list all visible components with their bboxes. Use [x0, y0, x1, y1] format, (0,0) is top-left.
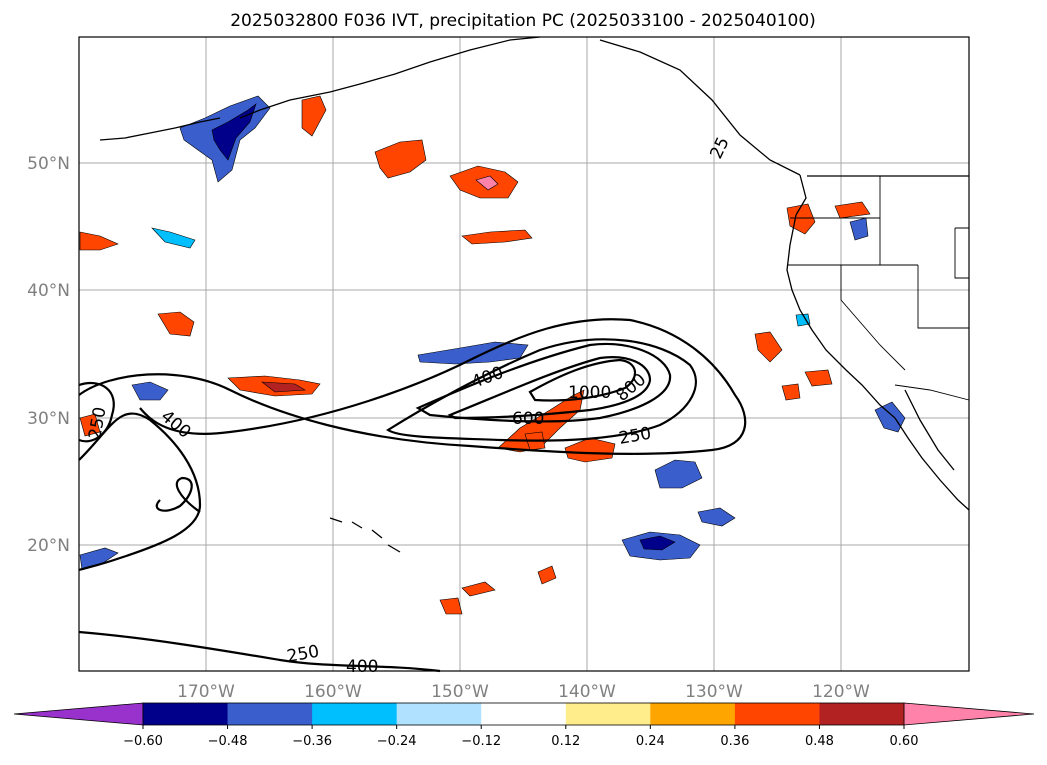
pos-area-west-2	[157, 311, 195, 337]
colorbar-segment	[650, 703, 736, 725]
pos-core-west-30n	[261, 381, 306, 393]
graticule	[79, 37, 969, 671]
colorbar-segment	[565, 703, 651, 725]
coast-hawaii	[329, 517, 401, 553]
lon-label-140w: 140°W	[558, 682, 616, 702]
colorbar: −0.60 −0.48 −0.36 −0.24 −0.12 0.12 0.24 0.36 0.4…	[13, 702, 1035, 749]
pos-area-north-3	[461, 229, 533, 245]
colorbar-tick-label: −0.48	[208, 734, 248, 749]
lon-label-130w: 130°W	[685, 682, 743, 702]
coast-bc	[795, 174, 807, 216]
colorbar-extend-min	[13, 702, 144, 726]
colorbar-extend-max	[903, 702, 1035, 726]
colorbar-tick-label: 0.60	[890, 734, 919, 749]
lat-label-40n: 40°N	[27, 281, 70, 301]
colorbar-segment	[734, 703, 820, 725]
pos-area-west-1	[79, 231, 119, 251]
neg-area-inland	[849, 217, 869, 241]
coastlines	[99, 36, 970, 553]
pos-area-south-1	[439, 597, 463, 615]
colorbar-tick-label: 0.48	[805, 734, 834, 749]
colorbar-tick-label: −0.24	[377, 734, 417, 749]
colorbar-segment	[481, 703, 567, 725]
ivt-contour-250-south	[78, 630, 441, 673]
pos-area-west-3	[79, 413, 101, 437]
lat-label-30n: 30°N	[27, 409, 70, 429]
ivt-contour-250-west	[78, 412, 202, 572]
neg-area-west-1	[131, 381, 169, 401]
neg-area-150	[151, 227, 196, 249]
border-state-wy	[954, 227, 969, 279]
pos-area-socal	[804, 369, 833, 387]
border-us-mexico	[894, 384, 970, 401]
ivt-contour-400	[155, 476, 201, 513]
ivt-contour-800	[447, 356, 652, 420]
coast-gulf-ca	[904, 389, 955, 471]
pos-area-offshore	[754, 331, 783, 363]
pos-area-south-3	[537, 565, 557, 585]
colorbar-tick-label: −0.12	[461, 734, 501, 749]
border-state-nevada-utah	[917, 265, 969, 329]
pos-area-north-1	[374, 139, 427, 179]
colorbar-tick-label: 0.24	[636, 734, 665, 749]
border-state-ca-nv	[840, 265, 906, 371]
pos-area-ca	[781, 383, 801, 401]
latitude-labels: 50°N 40°N 30°N 20°N	[27, 154, 70, 556]
map-frame	[78, 36, 970, 672]
pos-area-west-4	[301, 95, 327, 137]
colorbar-segment	[396, 703, 482, 725]
precip-pc-shading	[79, 95, 906, 571]
coast-alaska-panhandle	[599, 39, 801, 176]
lon-label-150w: 150°W	[431, 682, 489, 702]
lon-label-160w: 160°W	[304, 682, 362, 702]
pos-core-north-2	[475, 175, 499, 191]
colorbar-segment	[143, 703, 229, 725]
political-borders	[787, 175, 970, 401]
longitude-labels: 170°W 160°W 150°W 140°W 130°W 120°W	[177, 682, 870, 702]
map-title: 2025032800 F036 IVT, precipitation PC (2…	[230, 11, 816, 31]
pos-area-south-2	[461, 581, 496, 597]
neg-area-se	[654, 459, 703, 489]
lon-label-170w: 170°W	[177, 682, 235, 702]
neg-area-baja	[874, 401, 906, 433]
ivt-label-400-south: 400	[346, 657, 378, 677]
colorbar-tick-label: −0.60	[123, 734, 163, 749]
colorbar-segment	[312, 703, 398, 725]
pos-area-idaho	[834, 201, 871, 219]
neg-area-west-2	[79, 547, 119, 571]
ivt-contour-250	[78, 318, 747, 455]
ivt-contour-600	[415, 342, 672, 423]
colorbar-tick-label: 0.12	[551, 734, 580, 749]
lat-label-20n: 20°N	[27, 536, 70, 556]
neg-core-hawaii-ne	[639, 535, 676, 551]
coast-west-us	[786, 214, 896, 419]
colorbar-outline	[142, 702, 905, 726]
ivt-label-1000: 1000	[568, 383, 611, 403]
ivt-contour-400-main	[385, 338, 697, 442]
lat-label-50n: 50°N	[27, 154, 70, 174]
ivt-contours	[78, 318, 747, 673]
colorbar-segment	[819, 703, 905, 725]
neg-area-oregon	[795, 313, 811, 327]
colorbar-tick-label: −0.36	[292, 734, 332, 749]
colorbar-segment	[227, 703, 313, 725]
ivt-label-600: 600	[512, 409, 544, 429]
coast-baja	[894, 417, 970, 511]
ivt-contour-west-inner	[78, 381, 115, 443]
ivt-contour-1000	[528, 358, 636, 402]
coast-aleutians	[99, 117, 221, 141]
colorbar-tick-label: 0.36	[720, 734, 749, 749]
coast-alaska	[239, 36, 541, 119]
neg-core-aleutian	[211, 103, 257, 161]
lon-label-120w: 120°W	[812, 682, 870, 702]
neg-area-east	[697, 507, 736, 527]
